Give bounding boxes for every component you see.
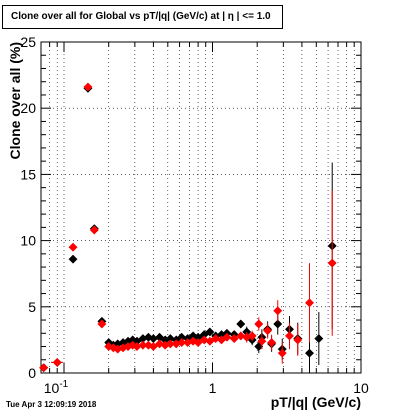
- data-point-black: [273, 319, 283, 329]
- data-point-red: [267, 337, 277, 348]
- data-point-red: [254, 319, 264, 329]
- x-tick-label: 10-1: [44, 379, 69, 396]
- y-tick-label: 10: [20, 233, 36, 249]
- data-point-red: [257, 336, 267, 346]
- y-tick-label: 15: [20, 166, 36, 182]
- x-tick-label: 10: [353, 380, 369, 396]
- data-point-red: [273, 306, 283, 316]
- data-point-red: [263, 326, 273, 336]
- plot-frame: [40, 41, 362, 374]
- y-tick-label: 20: [20, 100, 36, 116]
- data-point-red: [277, 348, 287, 358]
- y-tick-label: 5: [28, 299, 36, 315]
- timestamp: Tue Apr 3 12:09:19 2018: [6, 400, 97, 409]
- y-axis-title: Clone over all (%): [7, 42, 23, 159]
- data-point-red: [177, 337, 187, 348]
- data-point-red: [52, 357, 62, 367]
- chart-title: Clone over all for Global vs pT/|q| (GeV…: [2, 5, 283, 29]
- x-tick-label: 1: [209, 380, 217, 396]
- data-point-black: [68, 254, 78, 264]
- data-point-red: [148, 341, 158, 352]
- data-point-black: [314, 334, 324, 344]
- y-tick-label: 25: [20, 34, 36, 50]
- data-point-red: [211, 334, 221, 344]
- data-point-red: [222, 332, 232, 342]
- data-point-red: [39, 363, 49, 373]
- data-point-red: [229, 334, 239, 344]
- data-point-red: [304, 298, 315, 308]
- data-point-black: [304, 348, 315, 358]
- data-point-red: [83, 82, 93, 92]
- data-point-black: [205, 327, 215, 337]
- data-point-red: [236, 331, 246, 341]
- data-point-black: [236, 319, 246, 329]
- y-tick-label: 0: [28, 365, 36, 381]
- x-axis-title: pT/|q| (GeV/c): [271, 394, 361, 410]
- data-point-red: [327, 258, 337, 268]
- data-point-red: [193, 337, 203, 348]
- data-point-red: [89, 225, 99, 235]
- data-point-red: [247, 331, 257, 341]
- data-point-red: [284, 331, 295, 341]
- data-point-red: [97, 319, 107, 329]
- data-point-red: [68, 242, 78, 252]
- data-point-red: [293, 335, 303, 345]
